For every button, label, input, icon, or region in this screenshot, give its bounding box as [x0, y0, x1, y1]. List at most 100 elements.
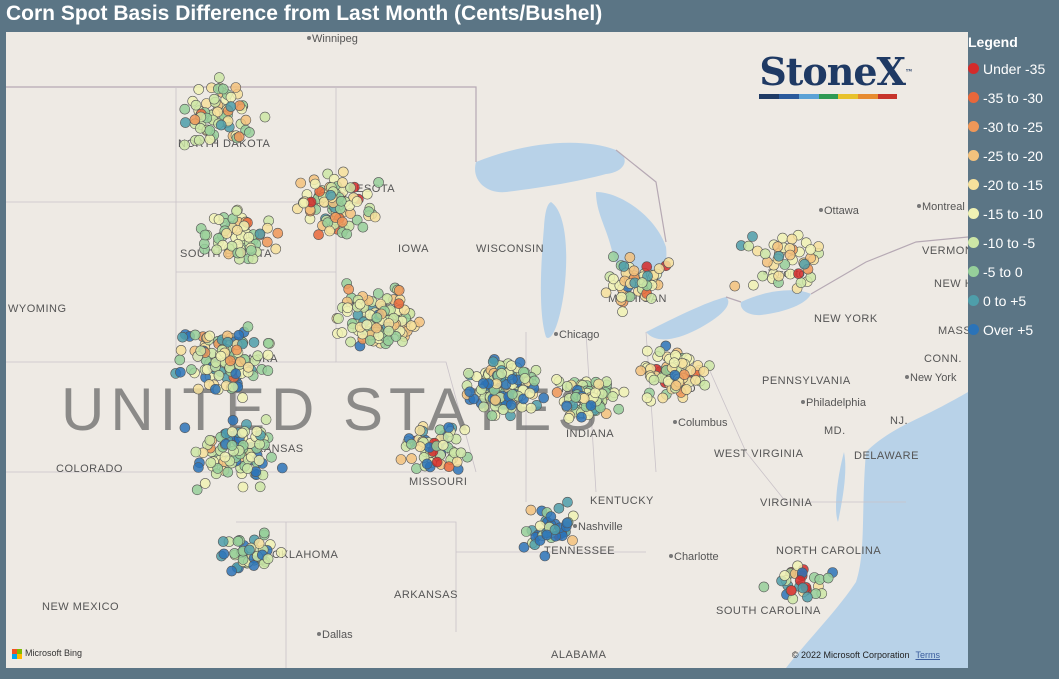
basis-point — [204, 434, 216, 446]
basis-point — [608, 251, 619, 262]
city-marker — [554, 332, 558, 336]
terms-link[interactable]: Terms — [915, 650, 941, 660]
basis-point — [613, 403, 625, 415]
basis-point — [204, 125, 216, 136]
legend-label: Under -35 — [983, 60, 1046, 77]
basis-point — [248, 560, 260, 571]
basis-point — [805, 244, 816, 255]
basis-point — [324, 225, 335, 237]
basis-point — [237, 392, 248, 404]
state-label: PENNSYLVANIA — [762, 375, 851, 387]
basis-point — [226, 440, 238, 451]
basis-point — [369, 211, 381, 223]
legend-item[interactable]: -20 to -15 — [968, 170, 1059, 199]
basis-point — [393, 298, 405, 310]
basis-point — [225, 101, 237, 112]
legend-item[interactable]: -10 to -5 — [968, 228, 1059, 257]
basis-point — [459, 424, 471, 436]
legend-swatch — [968, 295, 979, 306]
basis-point — [233, 329, 245, 341]
chart-title: Corn Spot Basis Difference from Last Mon… — [6, 2, 603, 25]
basis-point — [210, 383, 221, 395]
basis-point — [226, 565, 237, 577]
legend-item[interactable]: Over +5 — [968, 315, 1059, 344]
basis-point — [793, 268, 804, 279]
basis-point — [260, 414, 272, 425]
basis-point — [251, 426, 263, 437]
basis-point — [478, 401, 490, 413]
basis-point — [189, 329, 201, 341]
bing-attribution: Microsoft Bing — [12, 648, 82, 659]
legend-item[interactable]: -30 to -25 — [968, 112, 1059, 141]
legend-item[interactable]: Under -35 — [968, 54, 1059, 83]
basis-point — [237, 427, 248, 439]
basis-point — [336, 327, 348, 338]
basis-point — [227, 381, 239, 393]
basis-point — [244, 544, 255, 556]
basis-point — [799, 258, 810, 270]
basis-point — [505, 399, 517, 411]
legend-item[interactable]: 0 to +5 — [968, 286, 1059, 315]
basis-point — [351, 196, 363, 207]
basis-point — [405, 320, 417, 332]
basis-point — [190, 446, 202, 458]
state-label: DELAWARE — [854, 450, 919, 462]
basis-point — [227, 426, 238, 438]
basis-point — [233, 131, 245, 143]
legend-item[interactable]: -5 to 0 — [968, 257, 1059, 286]
basis-point — [214, 72, 225, 83]
basis-point — [773, 251, 785, 262]
canada-border-east — [615, 149, 968, 303]
basis-point — [545, 511, 557, 522]
legend-label: -5 to 0 — [983, 263, 1023, 280]
basis-point — [561, 400, 572, 412]
basis-point — [213, 370, 225, 381]
basis-point — [254, 438, 265, 450]
basis-point — [180, 117, 191, 128]
basis-point — [784, 249, 796, 261]
legend-item[interactable]: -35 to -30 — [968, 83, 1059, 112]
basis-point — [204, 330, 215, 342]
basis-point — [225, 91, 237, 103]
state-label: MISSOURI — [409, 476, 467, 488]
basis-point — [242, 321, 254, 333]
city-label: New York — [910, 372, 957, 384]
basis-point — [514, 357, 526, 368]
basis-point — [653, 263, 665, 274]
basis-point — [230, 82, 242, 93]
basis-point — [668, 357, 680, 369]
basis-point — [243, 361, 254, 373]
basis-point — [252, 350, 263, 362]
chesapeake — [836, 452, 846, 522]
basis-point — [541, 529, 553, 541]
canada-border — [6, 86, 477, 162]
basis-point — [593, 378, 605, 390]
basis-point — [177, 331, 188, 343]
basis-point — [357, 221, 369, 233]
basis-point — [254, 228, 266, 240]
basis-point — [563, 412, 575, 424]
basis-point — [232, 225, 243, 236]
basis-point — [212, 106, 223, 118]
basis-point — [262, 337, 274, 349]
basis-point — [337, 216, 348, 228]
state-label: NJ. — [890, 415, 908, 427]
basis-point — [561, 381, 573, 392]
basis-point — [345, 336, 356, 348]
basis-point — [186, 364, 197, 375]
basis-point — [179, 103, 191, 115]
basis-point — [395, 454, 407, 465]
legend-swatch — [968, 208, 979, 219]
legend-item[interactable]: -25 to -20 — [968, 141, 1059, 170]
basis-point — [570, 391, 582, 403]
state-label: TENNESSEE — [544, 545, 615, 557]
city-label: Charlotte — [674, 551, 719, 563]
basis-point — [193, 462, 204, 473]
city-marker — [573, 524, 577, 528]
basis-point — [600, 287, 612, 299]
state-label: NEW MEXICO — [42, 601, 119, 613]
basis-point — [670, 380, 682, 391]
legend-item[interactable]: -15 to -10 — [968, 199, 1059, 228]
basis-point — [464, 386, 476, 398]
